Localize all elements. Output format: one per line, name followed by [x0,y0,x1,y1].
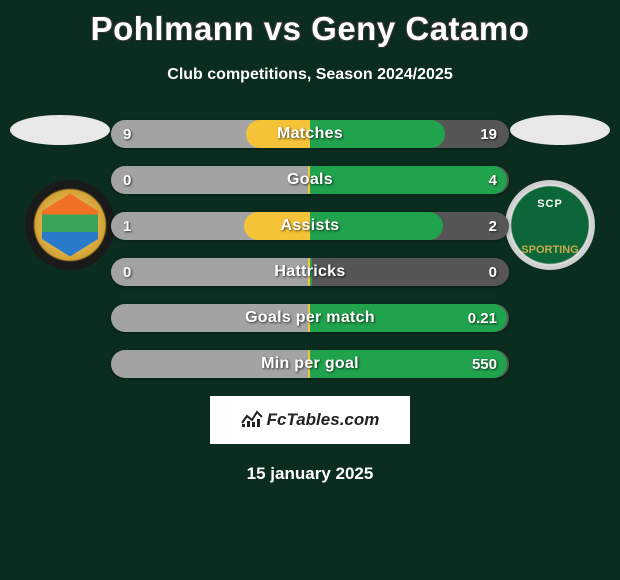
stat-row: Goals per match0.21 [111,304,509,332]
stat-value-left: 0 [123,166,131,194]
comparison-panel: SPORTING Matches919Goals04Assists12Hattr… [0,120,620,378]
stat-row: Hattricks0 0 [111,258,509,286]
team-logo-right: SPORTING [505,180,595,270]
stat-label: Goals [111,166,509,194]
stat-row: Matches9 19 [111,120,509,148]
stat-row: Assists1 2 [111,212,509,240]
stat-label: Min per goal [111,350,509,378]
stat-label: Hattricks [111,258,509,286]
stat-value-right: 0 [489,258,497,286]
stat-value-right: 2 [489,212,497,240]
player-photo-right [510,115,610,145]
page-title: Pohlmann vs Geny Catamo [0,0,620,48]
brand-watermark: FcTables.com [210,396,410,444]
brand-text: FcTables.com [267,410,380,430]
stat-value-right: 0.21 [468,304,497,332]
date-text: 15 january 2025 [0,464,620,484]
stat-value-right: 19 [480,120,497,148]
player-photo-left [10,115,110,145]
team-logo-left [25,180,115,270]
stat-value-left: 1 [123,212,131,240]
stat-value-left: 0 [123,258,131,286]
chart-icon [241,409,263,432]
stat-value-right: 4 [489,166,497,194]
stat-bars: Matches919Goals04Assists12Hattricks00Goa… [111,120,509,378]
sporting-text-icon: SPORTING [521,244,578,256]
stat-row: Min per goal550 [111,350,509,378]
subtitle: Club competitions, Season 2024/2025 [0,66,620,84]
stat-label: Assists [111,212,509,240]
stat-value-right: 550 [472,350,497,378]
stat-label: Goals per match [111,304,509,332]
stat-row: Goals0 4 [111,166,509,194]
stat-label: Matches [111,120,509,148]
stat-value-left: 9 [123,120,131,148]
